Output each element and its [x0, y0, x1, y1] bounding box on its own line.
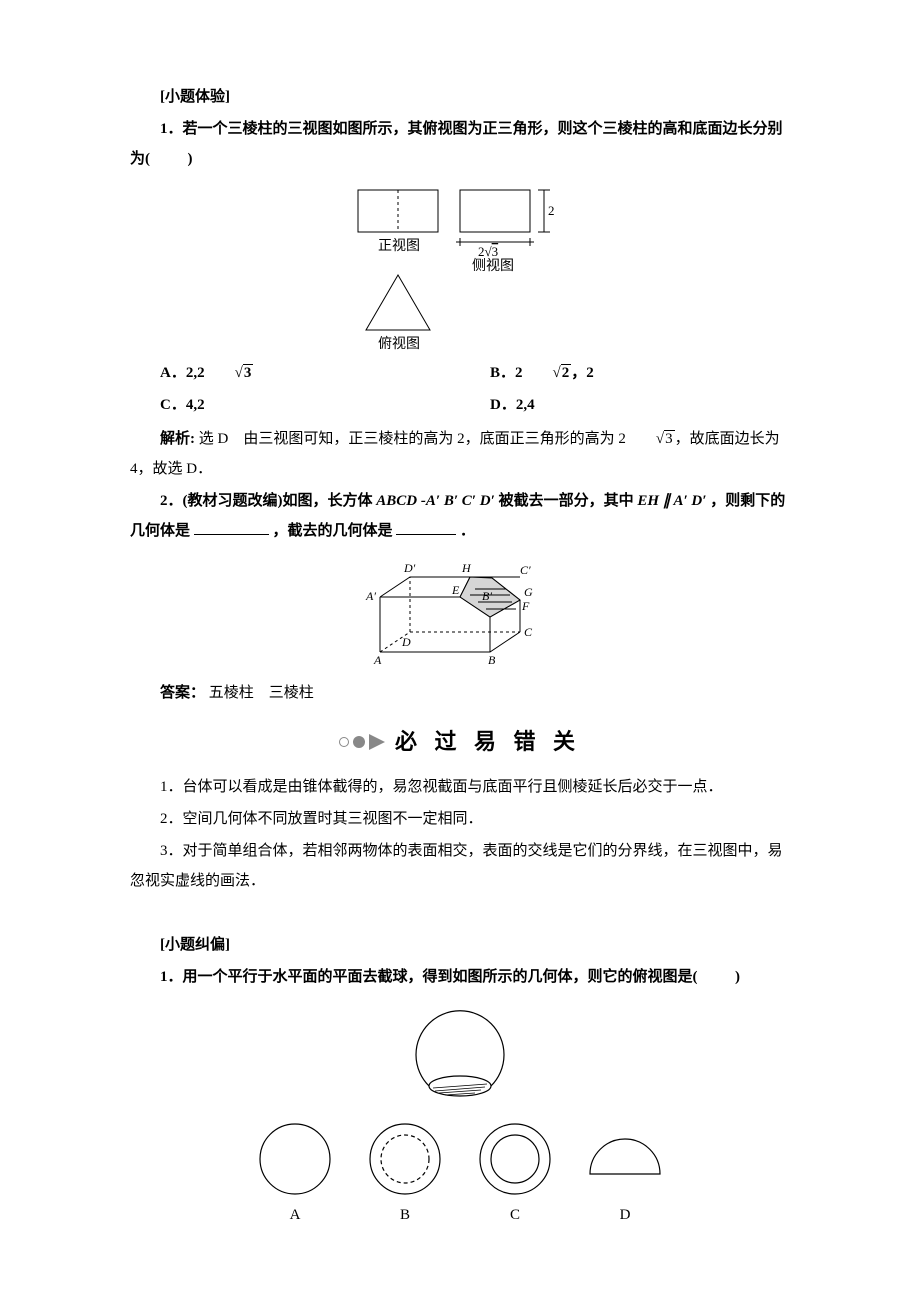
- lbl-B: B: [488, 653, 496, 667]
- q2-d: EH ∥ A′ D′: [637, 493, 710, 509]
- banner-triangle-icon: [369, 734, 385, 750]
- lbl-H: H: [461, 561, 472, 575]
- banner-text: 必 过 易 错 关: [395, 720, 581, 764]
- top-view-label: 俯视图: [378, 336, 420, 350]
- solution-label: 解析:: [160, 431, 195, 447]
- answer-label: 答案：: [160, 685, 205, 701]
- q1-stem-text: 1．若一个三棱柱的三视图如图所示，其俯视图为正三角形，则这个三棱柱的高和底面边长…: [130, 121, 783, 167]
- lbl-C: C: [524, 625, 533, 639]
- lbl-D1: D′: [403, 561, 416, 575]
- banner-dot-icon: [353, 736, 365, 748]
- q1-three-views: 2 2√3 正视图 侧视图 俯视图: [340, 180, 580, 350]
- front-view-label: 正视图: [378, 238, 420, 254]
- lbl-A1: A′: [365, 589, 376, 603]
- q3-label-a: A: [290, 1207, 301, 1223]
- q1-stem-paren: ): [188, 151, 193, 167]
- q2-g: ．: [460, 523, 475, 539]
- lbl-E: E: [451, 583, 460, 597]
- q2-f: ，截去的几何体是: [273, 523, 393, 539]
- lbl-D: D: [401, 635, 411, 649]
- lbl-B1: B′: [482, 589, 492, 603]
- q2-a: 2．(教材习题改编)如图，长方体: [160, 493, 373, 509]
- q1-sol-pre: 选 D 由三视图可知，正三棱柱的高为 2，底面正三角形的高为 2: [199, 431, 626, 447]
- q3-stem: 1．用一个平行于水平面的平面去截球，得到如图所示的几何体，则它的俯视图是( ): [130, 962, 790, 992]
- q1-solution: 解析: 选 D 由三视图可知，正三棱柱的高为 2，底面正三角形的高为 2√3，故…: [130, 424, 790, 484]
- lbl-F: F: [521, 599, 530, 613]
- q3-choices-figure: A B C D: [240, 1114, 680, 1234]
- q2-answer-text: 五棱柱 三棱柱: [209, 685, 314, 701]
- q3-label-d: D: [620, 1207, 631, 1223]
- q2-c: 被截去一部分，其中: [499, 493, 634, 509]
- q3-stem-paren: ): [735, 969, 740, 985]
- q3-sphere-cut: [405, 998, 515, 1108]
- q3-stem-text: 1．用一个平行于水平面的平面去截球，得到如图所示的几何体，则它的俯视图是(: [160, 969, 698, 985]
- choice-c: C．4,2: [130, 390, 460, 420]
- lbl-G: G: [524, 585, 533, 599]
- choice-a: A．2,2√3: [130, 358, 460, 388]
- q2-answer: 答案： 五棱柱 三棱柱: [130, 678, 790, 708]
- q1-choices: A．2,2√3 C．4,2 B．2√2，2 D．2,4: [130, 356, 790, 422]
- section-title-2: [小题纠偏]: [130, 930, 790, 960]
- note-2: 2．空间几何体不同放置时其三视图不一定相同．: [130, 804, 790, 834]
- banner-dot-icon: [339, 737, 349, 747]
- note-1: 1．台体可以看成是由锥体截得的，易忽视截面与底面平行且侧棱延长后必交于一点．: [130, 772, 790, 802]
- lbl-C1: C′: [520, 563, 531, 577]
- q2-blank-2: [396, 519, 456, 535]
- q3-label-c: C: [510, 1207, 520, 1223]
- lbl-A: A: [373, 653, 382, 667]
- side-view-label: 侧视图: [472, 258, 514, 274]
- q2-b: ABCD -A′ B′ C′ D′: [376, 493, 498, 509]
- q2-cuboid: A B C D A′ B′ C′ D′ E F G H: [360, 552, 560, 672]
- choice-b: B．2√2，2: [460, 358, 790, 388]
- choice-d: D．2,4: [460, 390, 790, 420]
- dim-width: 2√3: [478, 244, 498, 259]
- section-banner: 必 过 易 错 关: [130, 720, 790, 764]
- section-title-1: [小题体验]: [130, 82, 790, 112]
- note-3: 3．对于简单组合体，若相邻两物体的表面相交，表面的交线是它们的分界线，在三视图中…: [130, 836, 790, 896]
- dim-height: 2: [548, 203, 555, 218]
- q3-label-b: B: [400, 1207, 410, 1223]
- q2-stem: 2．(教材习题改编)如图，长方体 ABCD -A′ B′ C′ D′ 被截去一部…: [130, 486, 790, 546]
- q1-stem: 1．若一个三棱柱的三视图如图所示，其俯视图为正三角形，则这个三棱柱的高和底面边长…: [130, 114, 790, 174]
- q2-blank-1: [194, 519, 269, 535]
